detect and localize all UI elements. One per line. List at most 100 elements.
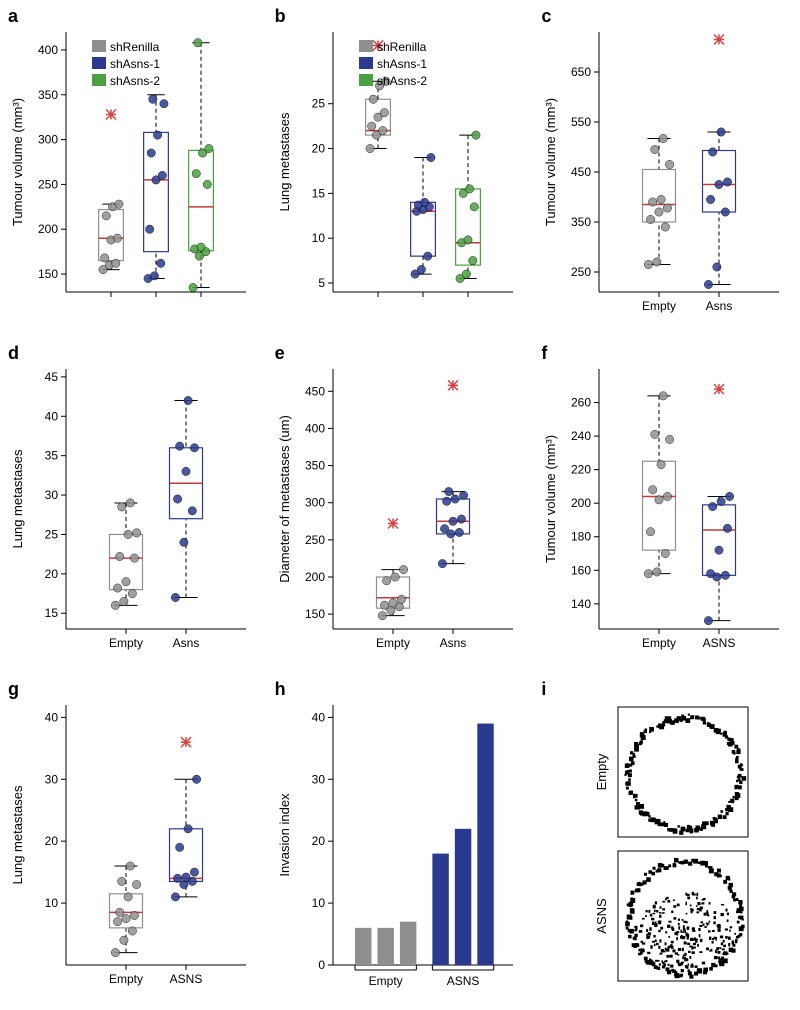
data-point	[188, 506, 196, 514]
panel-label: d	[8, 343, 19, 364]
ytick: 400	[38, 43, 58, 57]
data-point	[124, 893, 132, 901]
data-point	[448, 517, 456, 525]
ytick: 30	[45, 488, 59, 502]
data-point	[203, 180, 211, 188]
data-point	[717, 497, 725, 505]
data-point	[130, 912, 138, 920]
panel-b: b510152025Lung metastasesshRenillashAsns…	[267, 0, 534, 337]
assay-label: ASNS	[594, 898, 609, 934]
data-point	[470, 203, 478, 211]
data-point	[399, 565, 407, 573]
data-point	[724, 524, 732, 532]
ytick: 200	[305, 570, 325, 584]
data-point	[378, 611, 386, 619]
data-point	[465, 185, 473, 193]
data-point	[382, 576, 390, 584]
data-point	[709, 148, 717, 156]
ytick: 20	[311, 142, 325, 156]
ytick: 160	[571, 563, 591, 577]
panel-h: h010203040Invasion indexEmptyASNS	[267, 673, 534, 1010]
data-point	[111, 601, 119, 609]
data-point	[463, 236, 471, 244]
ytick: 200	[571, 496, 591, 510]
ytick: 10	[311, 231, 325, 245]
xtick: Empty	[109, 972, 143, 986]
ytick: 300	[38, 133, 58, 147]
ytick: 250	[571, 265, 591, 279]
legend-swatch	[359, 57, 373, 69]
data-point	[388, 598, 396, 606]
panel-label: i	[541, 679, 546, 700]
data-point	[726, 492, 734, 500]
panel-g: g10203040Lung metastasesEmptyASNS	[0, 673, 267, 1010]
data-point	[102, 212, 110, 220]
panel-label: f	[541, 343, 547, 364]
ytick: 350	[305, 458, 325, 472]
data-point	[153, 131, 161, 139]
data-point	[378, 126, 386, 134]
box	[144, 132, 169, 251]
data-point	[705, 616, 713, 624]
data-point	[175, 442, 183, 450]
data-point	[184, 396, 192, 404]
data-point	[180, 538, 188, 546]
legend-label: shRenilla	[377, 40, 427, 54]
data-point	[459, 491, 467, 499]
data-point	[115, 909, 123, 917]
ytick: 450	[571, 165, 591, 179]
data-point	[659, 391, 667, 399]
data-point	[709, 502, 717, 510]
data-point	[369, 95, 377, 103]
data-point	[647, 215, 655, 223]
data-point	[122, 915, 130, 923]
ytick: 550	[571, 115, 591, 129]
data-point	[653, 258, 661, 266]
data-point	[721, 208, 729, 216]
xtick: Empty	[109, 636, 143, 650]
ytick: 250	[38, 177, 58, 191]
data-point	[366, 144, 374, 152]
legend-label: shAsns-2	[110, 74, 160, 88]
ytick: 40	[311, 711, 325, 725]
legend-label: shAsns-1	[110, 57, 160, 71]
ytick: 150	[38, 267, 58, 281]
data-point	[661, 549, 669, 557]
data-point	[132, 881, 140, 889]
legend-label: shRenilla	[110, 40, 160, 54]
data-point	[149, 95, 157, 103]
data-point	[111, 949, 119, 957]
data-point	[455, 528, 463, 536]
ytick: 15	[45, 606, 59, 620]
ylabel: Tumour volume (mm³)	[543, 98, 558, 226]
data-point	[150, 272, 158, 280]
data-point	[190, 868, 198, 876]
data-point	[171, 593, 179, 601]
data-point	[438, 559, 446, 567]
assay-label: Empty	[594, 753, 609, 790]
ytick: 140	[571, 596, 591, 610]
ytick: 240	[571, 429, 591, 443]
data-point	[100, 254, 108, 262]
ylabel: Tumour volume (mm³)	[10, 98, 25, 226]
data-point	[724, 178, 732, 186]
data-point	[192, 775, 200, 783]
data-point	[115, 552, 123, 560]
ytick: 200	[38, 222, 58, 236]
data-point	[657, 460, 665, 468]
xtick: Asns	[706, 299, 733, 313]
ytick: 250	[305, 533, 325, 547]
panel-label: e	[275, 343, 285, 364]
data-point	[655, 495, 663, 503]
panel-label: g	[8, 679, 19, 700]
ylabel: Tumour volume (mm³)	[543, 435, 558, 563]
box	[643, 461, 676, 550]
assay-frame	[618, 851, 748, 981]
data-point	[173, 874, 181, 882]
data-point	[645, 569, 653, 577]
data-point	[657, 195, 665, 203]
legend-label: shAsns-2	[377, 74, 427, 88]
data-point	[126, 498, 134, 506]
ylabel: Lung metastases	[10, 785, 25, 885]
data-point	[124, 530, 132, 538]
